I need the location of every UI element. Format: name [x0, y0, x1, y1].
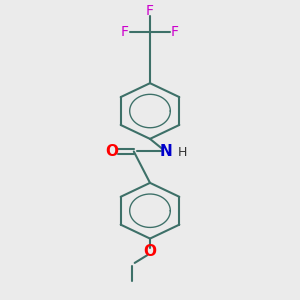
Text: N: N: [160, 144, 172, 159]
Text: O: O: [105, 144, 118, 159]
Text: O: O: [143, 244, 157, 259]
Text: F: F: [146, 4, 154, 18]
Text: F: F: [121, 25, 129, 39]
Text: F: F: [171, 25, 179, 39]
Text: H: H: [178, 146, 187, 160]
